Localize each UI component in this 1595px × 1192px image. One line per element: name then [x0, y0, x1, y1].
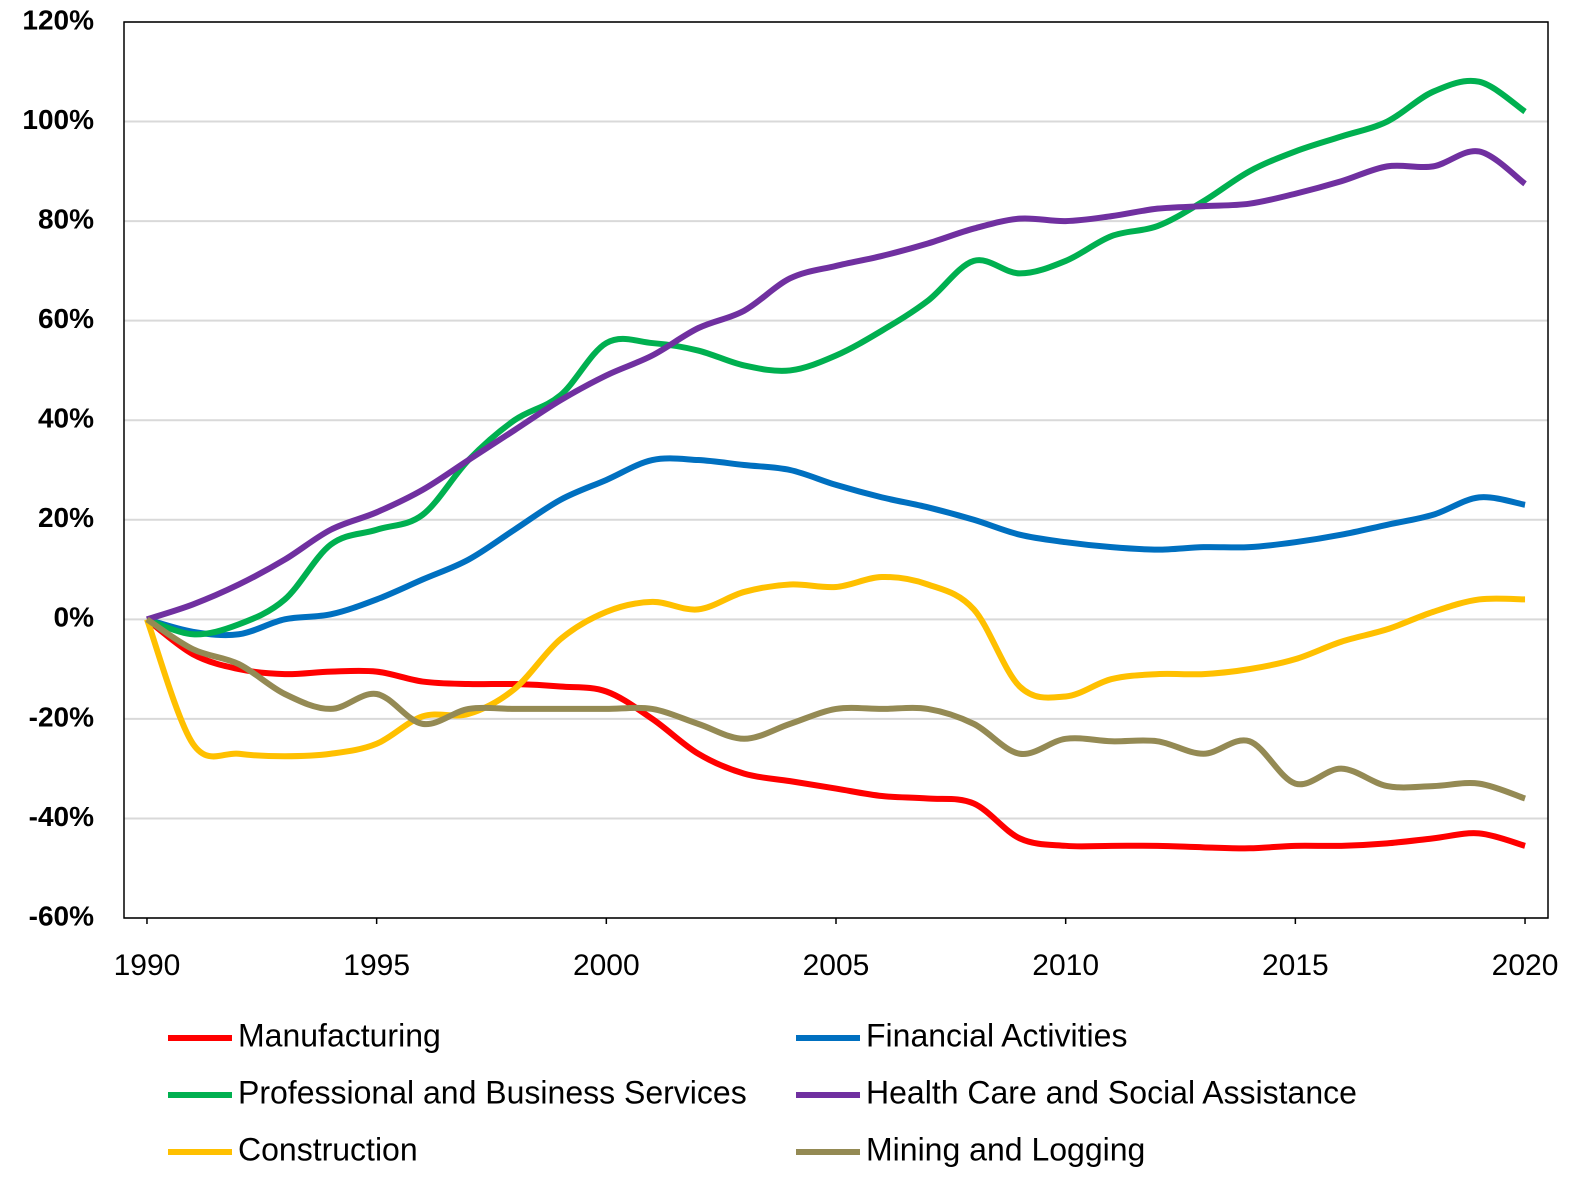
y-tick-label: -20%	[29, 701, 94, 732]
x-tick-label: 2010	[1032, 949, 1099, 982]
y-tick-label: -60%	[29, 900, 94, 931]
y-tick-label: 40%	[38, 403, 94, 434]
x-tick-label: 2000	[573, 949, 640, 982]
series-line	[145, 616, 1527, 802]
plot-border	[123, 21, 1549, 919]
y-tick-label: 0%	[54, 602, 95, 633]
y-tick-label: 100%	[22, 104, 94, 135]
series-line	[146, 148, 1527, 623]
legend-label: Construction	[238, 1131, 418, 1167]
series-line	[144, 574, 1526, 760]
legend-label: Professional and Business Services	[238, 1074, 747, 1110]
legend-label: Health Care and Social Assistance	[866, 1074, 1357, 1110]
x-tick-label: 2020	[1492, 949, 1559, 982]
legend-label: Mining and Logging	[866, 1131, 1145, 1167]
series-line	[145, 77, 1527, 638]
y-tick-label: 20%	[38, 502, 94, 533]
legend-label: Manufacturing	[238, 1017, 441, 1053]
x-tick-label: 2015	[1262, 949, 1329, 982]
series-line	[146, 455, 1526, 639]
x-tick-label: 1995	[343, 949, 410, 982]
y-tick-label: 60%	[38, 303, 94, 334]
x-tick-label: 1990	[114, 949, 181, 982]
legend-label: Financial Activities	[866, 1017, 1127, 1053]
x-tick-label: 2005	[803, 949, 870, 982]
series-line	[145, 616, 1526, 852]
y-tick-label: 120%	[22, 4, 94, 35]
y-tick-label: 80%	[38, 204, 94, 235]
y-tick-label: -40%	[29, 801, 94, 832]
